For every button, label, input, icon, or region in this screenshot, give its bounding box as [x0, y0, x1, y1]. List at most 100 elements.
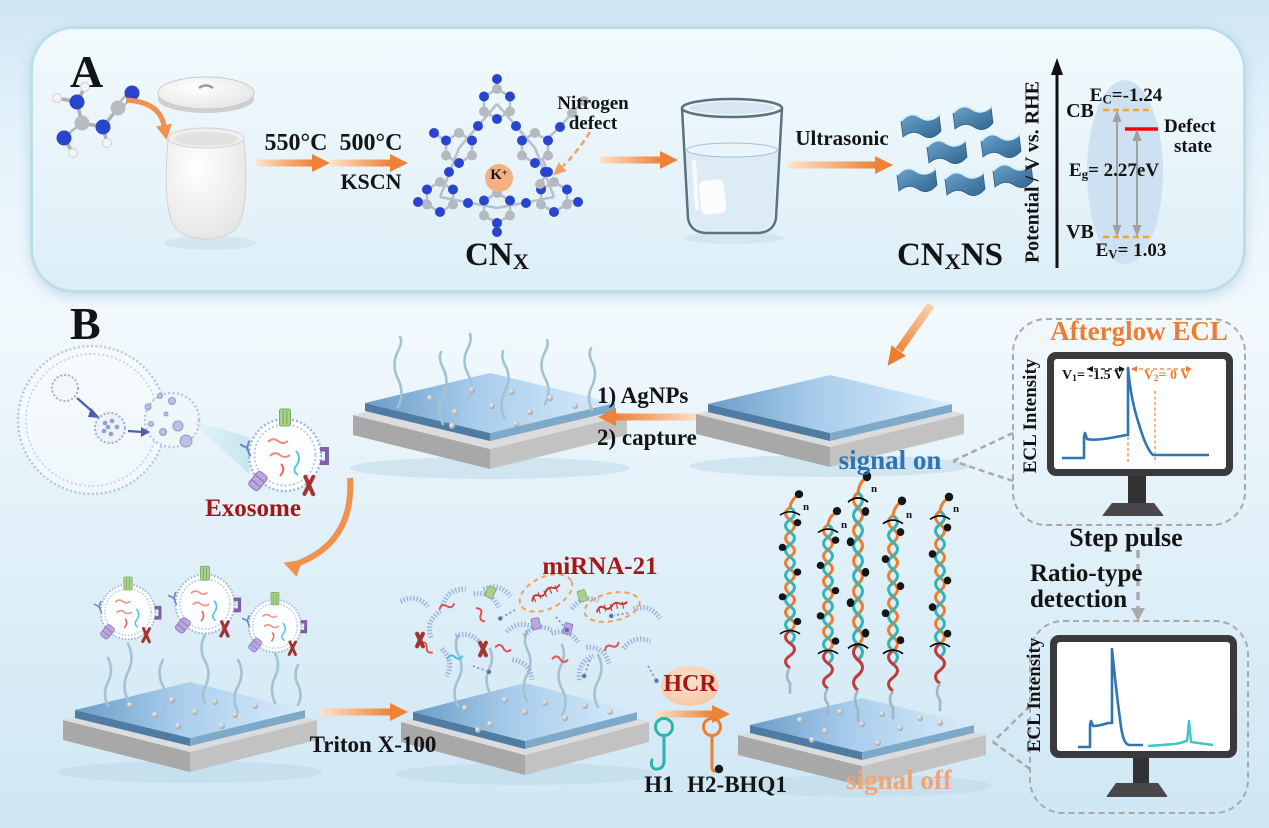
panel-a-label: A	[70, 46, 104, 97]
cnxns-sub: X	[944, 249, 961, 275]
electrode-lysed	[395, 573, 662, 785]
molecule-dicyandiamide	[52, 82, 140, 158]
band-axis-label: Potential / V vs. RHE	[1021, 80, 1044, 264]
h1-hairpin	[649, 717, 674, 771]
signal-off-label: signal off	[846, 765, 952, 795]
ultr asonic-label: Ultrasonic	[795, 126, 889, 150]
k-ion-label: K+	[490, 167, 508, 183]
cnx-label: CNX	[465, 237, 529, 275]
eg-label: Eg= 2.27eV	[1068, 160, 1160, 182]
repeat-n-label: n	[841, 519, 848, 531]
panel-b-label: B	[70, 298, 101, 349]
monitor-afterglow-neck	[1128, 476, 1146, 504]
ratio-type-label: Ratio-type detection	[1030, 560, 1143, 614]
step-pulse-label: Step pulse	[1069, 523, 1183, 552]
monitor-ratio-neck	[1133, 758, 1149, 784]
ratio-line2: detection	[1030, 586, 1128, 614]
arrow-cnx-to-beaker	[600, 151, 678, 169]
eg-sub: g	[1081, 166, 1089, 182]
cnx-sub: X	[512, 249, 529, 275]
defect-state-line1: Defect	[1164, 116, 1216, 137]
band-diagram	[1051, 58, 1163, 268]
repeat-n-label: n	[906, 509, 913, 521]
h1-label: H1	[644, 772, 674, 797]
ratio-ecl-curves	[1078, 647, 1214, 749]
arrow-exosome-down	[283, 477, 354, 577]
bhq1-quencher-dot	[714, 764, 724, 774]
hcr-label: HCR	[663, 671, 717, 697]
ec-sub: C	[1102, 91, 1112, 107]
electrode-signal-off	[732, 469, 992, 797]
triton-label: Triton X-100	[309, 732, 437, 757]
afterglow-callout-bubble	[1012, 318, 1246, 526]
k-ion-sup: +	[501, 167, 508, 179]
h2-bhq1-label: H2-BHQ1	[687, 772, 787, 797]
cell	[16, 344, 201, 496]
hcr-duplex	[880, 494, 908, 721]
v2-sub: 2	[1153, 373, 1159, 384]
kscn-label: KSCN	[340, 169, 402, 194]
ecl-intensity-axis-top: ECL Intensity	[1020, 358, 1042, 474]
monitor-ratio-screen	[1057, 642, 1230, 751]
defect-state-line2: state	[1174, 135, 1212, 157]
capture-strands	[393, 332, 597, 426]
afterglow-ecl-title: Afterglow ECL	[1050, 316, 1228, 346]
exosome-magnified	[238, 407, 331, 498]
monitor-afterglow-base	[1102, 503, 1164, 516]
afterglow-ecl-curve	[1062, 366, 1209, 463]
monitor-afterglow	[1047, 352, 1233, 476]
cb-label: CB	[1066, 100, 1094, 122]
nitrogen-defect-line1: Nitrogen	[557, 93, 629, 114]
v1-sub: 1	[1072, 373, 1077, 384]
nitrogen-defect-arrow	[553, 131, 592, 176]
potassium-ion-circle	[485, 164, 513, 192]
agnps	[427, 387, 578, 429]
arrow-550	[256, 154, 330, 172]
ev-label: EV= 1.03	[1095, 240, 1167, 262]
membrane-fragments	[401, 581, 662, 685]
ratio-line1: Ratio-type	[1030, 560, 1143, 587]
repeat-n-label: n	[871, 483, 878, 495]
ratio-callout-bubble	[1029, 620, 1249, 814]
arrow-ratio-detection	[1131, 550, 1145, 621]
arrow-triton	[320, 703, 408, 721]
hcr-duplex	[777, 488, 805, 696]
electrode-signal-on	[690, 375, 970, 477]
vb-label: VB	[1066, 221, 1094, 243]
signal-on-label: signal on	[838, 445, 942, 475]
monitor-afterglow-screen	[1054, 359, 1226, 469]
nitrogen-defect-line2: defect	[568, 112, 618, 134]
exosome-label: Exosome	[205, 495, 301, 522]
hcr-duplex	[927, 491, 955, 713]
mirna-21-label: miRNA-21	[542, 553, 658, 580]
monitor-ratio-base	[1106, 783, 1168, 797]
v1-label: V1= -1.5 V	[1062, 368, 1124, 384]
cnx-network	[413, 74, 589, 237]
mirna-21-highlight	[518, 573, 641, 623]
arrow-ultrasonic	[788, 156, 893, 174]
cnxns-label: CNXNS	[896, 237, 1004, 275]
hcr-badge	[661, 666, 719, 706]
arrow-agnps-capture	[598, 408, 700, 426]
h2-bhq1-hairpin	[702, 717, 724, 774]
step1-agnps-label: 1) AgNPs	[597, 383, 689, 408]
temp-500-label: 500°C	[339, 130, 403, 156]
magnifier-cone	[190, 420, 249, 474]
electrode-exosomes	[58, 565, 322, 783]
monitor-ratio	[1050, 635, 1237, 758]
ecl-intensity-axis-bottom: ECL Intensity	[1024, 637, 1046, 753]
temp-550-label: 550°C	[264, 130, 328, 156]
arrow-molecule-to-crucible	[125, 97, 172, 140]
step2-capture-label: 2) capture	[597, 425, 697, 450]
hcr-duplex	[815, 505, 843, 717]
defect-state-label: Defect state	[1164, 117, 1216, 157]
ec-label: EC=-1.24	[1089, 85, 1163, 107]
arrow-cnxns-to-electrode	[887, 302, 935, 366]
hcr-duplex	[844, 469, 873, 724]
crucible	[157, 76, 256, 250]
electrode-capture	[350, 332, 630, 479]
repeat-n-label: n	[953, 503, 960, 515]
ev-sub: V	[1108, 246, 1118, 262]
callout-tails	[952, 431, 1031, 771]
